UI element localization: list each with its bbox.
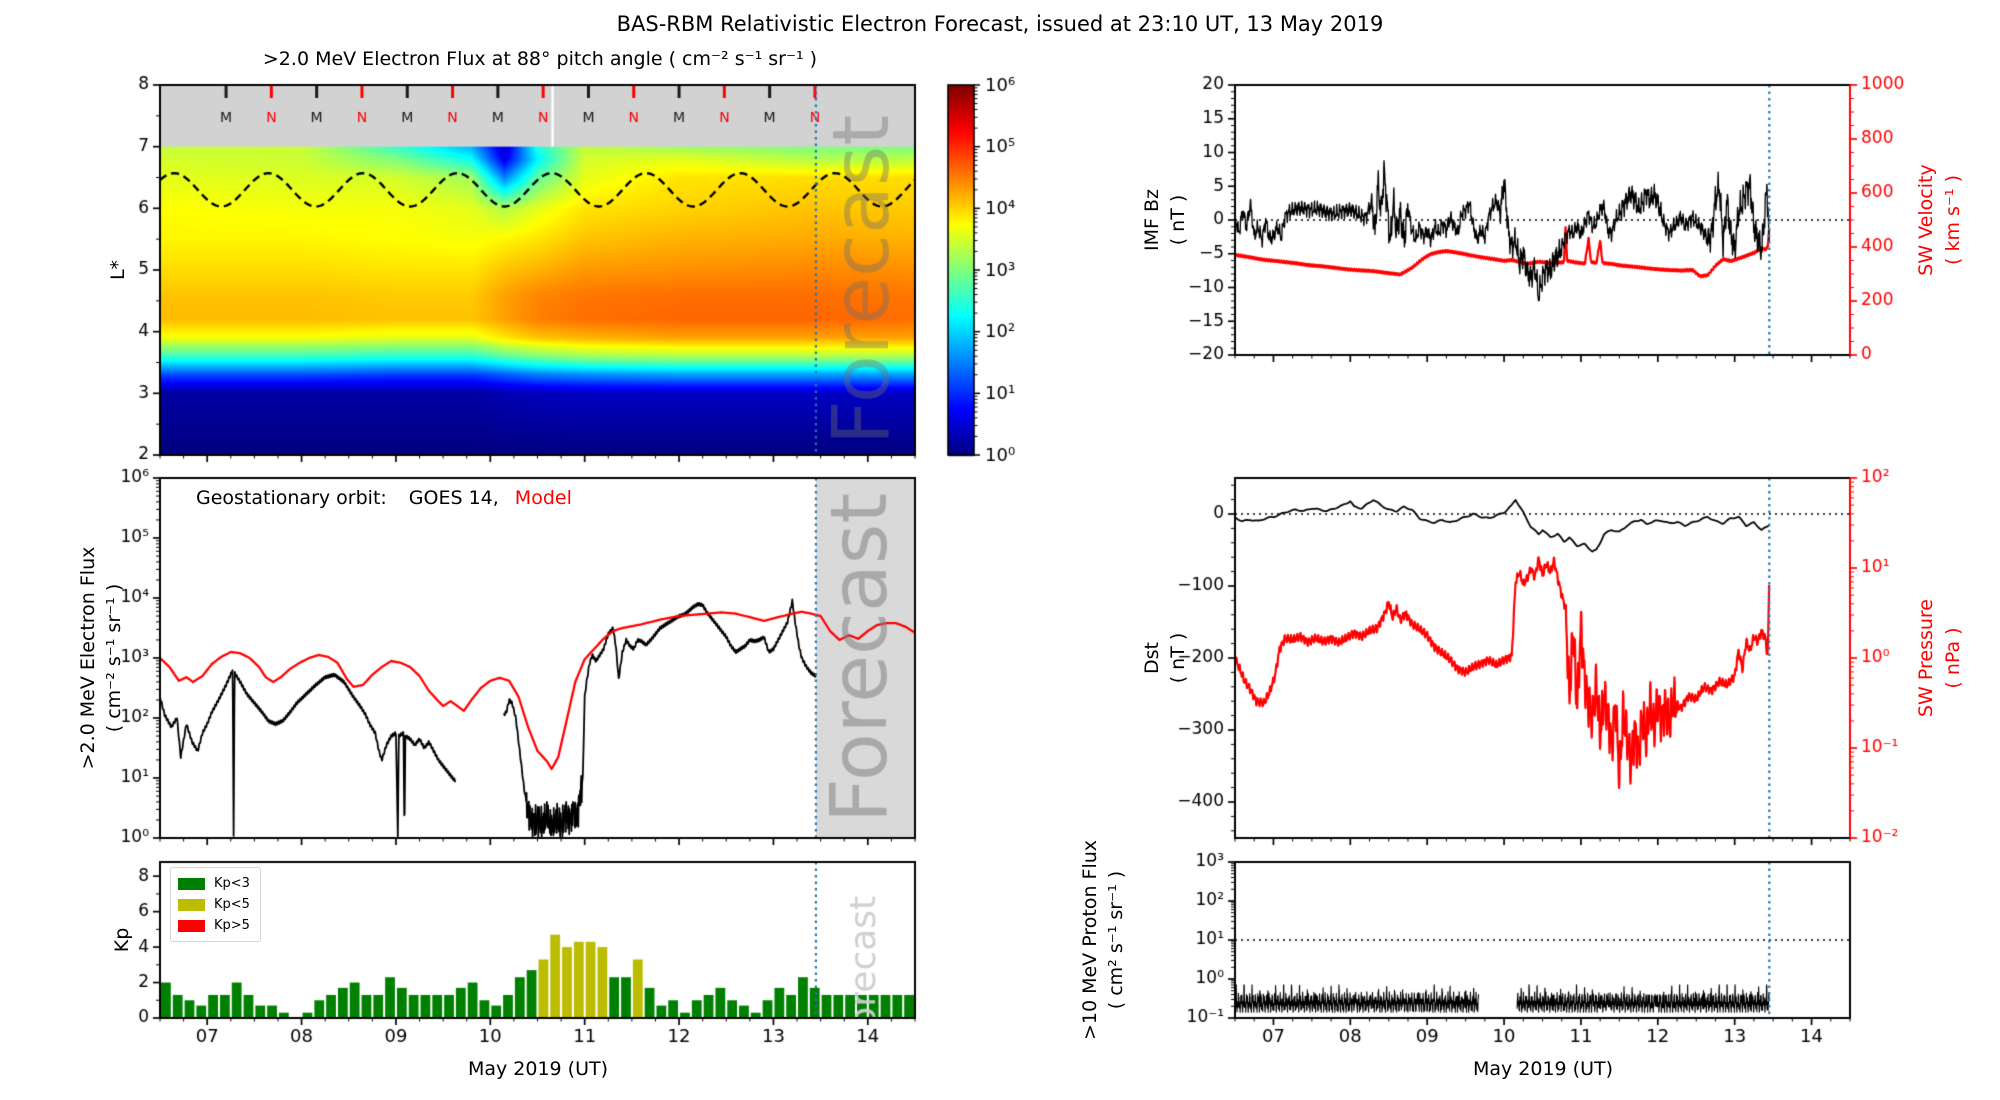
dst-ylabel-line2: ( nT )	[1167, 632, 1189, 684]
flux-ylabel-line2: ( cm⁻² s⁻¹ sr⁻¹ )	[103, 583, 125, 733]
kp-ylabel: Kp	[111, 927, 133, 953]
figure-title: BAS-RBM Relativistic Electron Forecast, …	[616, 12, 1384, 36]
kp-mid-label: Kp<5	[214, 897, 250, 912]
flux-legend-model: Model	[514, 487, 572, 509]
dst-ylabel-line1: Dst	[1141, 642, 1163, 674]
velocity-ylabel-line1: SW Velocity	[1915, 164, 1937, 276]
pressure-ylabel-line1: SW Pressure	[1915, 598, 1937, 718]
pressure-ylabel-line2: ( nPa )	[1942, 627, 1964, 689]
bz-ylabel-line2: ( nT )	[1167, 194, 1189, 246]
xaxis-label-right: May 2019 (UT)	[1472, 1058, 1614, 1080]
proton-ylabel-line1: >10 MeV Proton Flux	[1079, 839, 1101, 1041]
velocity-ylabel-line2: ( km s⁻¹ )	[1942, 175, 1964, 265]
bz-ylabel-line1: IMF Bz	[1141, 189, 1163, 251]
spectrogram-title: >2.0 MeV Electron Flux at 88° pitch angl…	[262, 48, 818, 70]
kp-legend-item-low: Kp<3	[178, 873, 250, 894]
flux-legend-prefix: Geostationary orbit:	[196, 487, 387, 509]
kp-low-label: Kp<3	[214, 876, 250, 891]
kp-high-label: Kp>5	[214, 918, 250, 933]
flux-legend-goes: GOES 14,	[408, 487, 499, 509]
kp-low-swatch	[178, 877, 205, 890]
spectrogram-ylabel: L*	[107, 259, 129, 281]
kp-legend: Kp<3 Kp<5 Kp>5	[170, 867, 261, 942]
kp-high-swatch	[178, 919, 205, 932]
xaxis-label-left: May 2019 (UT)	[467, 1058, 609, 1080]
flux-ylabel-line1: >2.0 MeV Electron Flux	[77, 546, 99, 770]
kp-legend-item-mid: Kp<5	[178, 894, 250, 915]
flux-legend: Geostationary orbit: GOES 14, Model	[196, 487, 572, 509]
kp-legend-item-high: Kp>5	[178, 915, 250, 936]
kp-mid-swatch	[178, 898, 205, 911]
proton-ylabel-line2: ( cm² s⁻¹ sr⁻¹ )	[1105, 870, 1127, 1010]
